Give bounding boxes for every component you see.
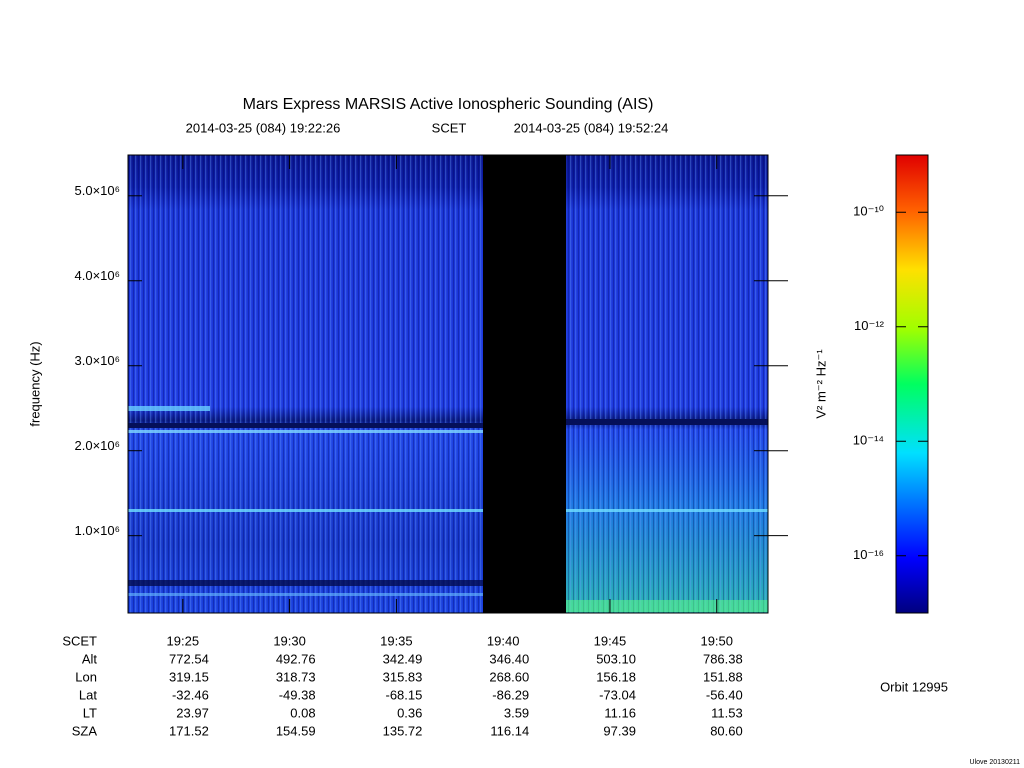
table-cell: 319.15 [169, 669, 209, 684]
table-cell: -56.40 [706, 687, 743, 702]
table-cell: 23.97 [176, 705, 209, 720]
row-label: SZA [72, 723, 98, 738]
table-cell: 342.49 [383, 651, 423, 666]
row-label: Lon [75, 669, 97, 684]
table-cell: 116.14 [490, 723, 529, 738]
table-cell: 318.73 [276, 669, 316, 684]
table-cell: -49.38 [279, 687, 316, 702]
x-tick-label: 19:40 [487, 633, 520, 648]
table-cell: 346.40 [489, 651, 529, 666]
colorbar-tick-label: 10⁻¹² [854, 318, 885, 333]
colorbar [895, 154, 929, 614]
table-cell: 154.59 [276, 723, 316, 738]
y-tick-label: 1.0×10⁶ [75, 523, 120, 538]
colorbar-label: V² m⁻² Hz⁻¹ [813, 349, 828, 419]
row-label: Alt [82, 651, 98, 666]
x-tick-label: 19:25 [167, 633, 200, 648]
table-cell: 492.76 [276, 651, 316, 666]
colorbar-tick-label: 10⁻¹⁶ [853, 547, 884, 562]
table-cell: 135.72 [383, 723, 423, 738]
table-cell: 171.52 [169, 723, 209, 738]
colorbar-tick-label: 10⁻¹⁰ [853, 204, 884, 219]
x-tick-label: 19:45 [594, 633, 627, 648]
table-cell: -73.04 [599, 687, 636, 702]
y-tick-label: 4.0×10⁶ [75, 268, 120, 283]
y-axis-label: frequency (Hz) [27, 341, 42, 426]
colorbar-tick-label: 10⁻¹⁴ [853, 433, 884, 448]
end-time: 2014-03-25 (084) 19:52:24 [514, 120, 669, 135]
time-system: SCET [432, 120, 467, 135]
orbit: Orbit 12995 [880, 679, 948, 694]
table-cell: 80.60 [710, 723, 743, 738]
plot-frame [127, 154, 769, 614]
table-cell: 315.83 [383, 669, 423, 684]
row-label: Lat [79, 687, 97, 702]
table-cell: 503.10 [596, 651, 636, 666]
table-cell: -86.29 [492, 687, 529, 702]
y-tick-label: 5.0×10⁶ [75, 183, 120, 198]
table-cell: 0.08 [290, 705, 315, 720]
table-cell: -68.15 [386, 687, 423, 702]
table-cell: 11.53 [711, 705, 743, 720]
y-tick-label: 2.0×10⁶ [75, 438, 120, 453]
table-cell: 0.36 [397, 705, 422, 720]
table-cell: 268.60 [489, 669, 529, 684]
table-cell: -32.46 [172, 687, 209, 702]
table-cell: 11.16 [604, 705, 636, 720]
x-tick-label: 19:35 [380, 633, 413, 648]
spectrogram-image [128, 155, 768, 613]
table-cell: 151.88 [703, 669, 743, 684]
table-cell: 772.54 [169, 651, 209, 666]
row-label: SCET [62, 633, 97, 648]
footer: Ulove 20130211 [970, 759, 1021, 766]
row-label: LT [83, 705, 97, 720]
start-time: 2014-03-25 (084) 19:22:26 [186, 120, 341, 135]
table-cell: 156.18 [596, 669, 636, 684]
table-cell: 3.59 [504, 705, 529, 720]
table-cell: 97.39 [603, 723, 636, 738]
chart-title: Mars Express MARSIS Active Ionospheric S… [243, 96, 654, 113]
y-tick-label: 3.0×10⁶ [75, 353, 120, 368]
x-tick-label: 19:50 [700, 633, 733, 648]
x-tick-label: 19:30 [273, 633, 306, 648]
table-cell: 786.38 [703, 651, 743, 666]
